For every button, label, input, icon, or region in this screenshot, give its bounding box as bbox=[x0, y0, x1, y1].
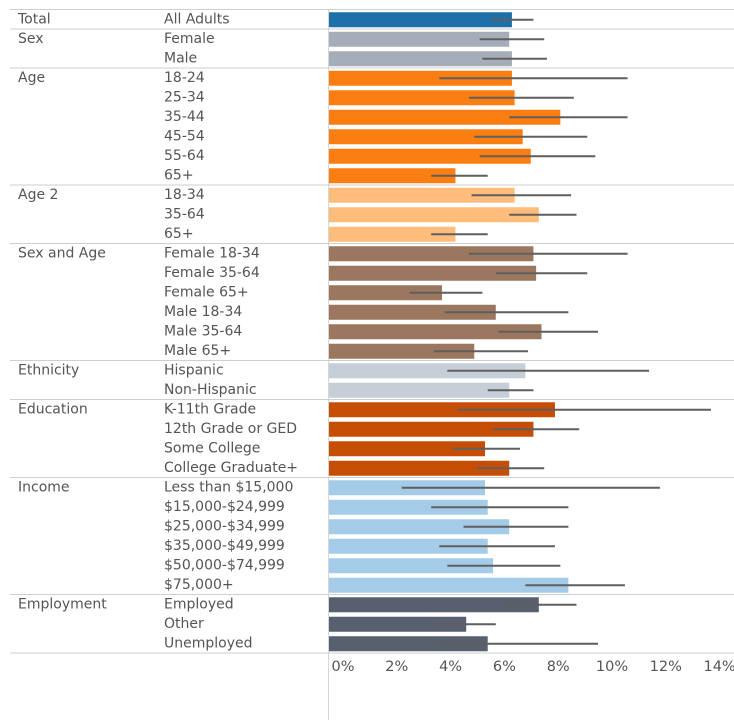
row-label: 35-64 bbox=[164, 207, 205, 223]
group-label: Age bbox=[18, 70, 45, 86]
row-label: $25,000-$34,999 bbox=[164, 519, 285, 535]
row-label: Some College bbox=[164, 441, 260, 457]
row-label: 45-54 bbox=[164, 129, 205, 145]
row-label: Male 65+ bbox=[164, 343, 231, 359]
x-tick-label: 8% bbox=[547, 659, 570, 675]
x-tick-label: 12% bbox=[650, 659, 682, 675]
row-label: All Adults bbox=[164, 12, 230, 28]
x-tick-label: 14% bbox=[703, 659, 734, 675]
group-label: Education bbox=[18, 402, 88, 418]
row-label: 55-64 bbox=[164, 148, 205, 164]
row-label: Non-Hispanic bbox=[164, 382, 257, 398]
row-label: Male bbox=[164, 51, 197, 67]
group-label: Employment bbox=[18, 597, 107, 613]
row-label: 18-24 bbox=[164, 70, 205, 86]
row-label: Employed bbox=[164, 597, 234, 613]
x-tick-label: 10% bbox=[596, 659, 628, 675]
row-label: $50,000-$74,999 bbox=[164, 558, 285, 574]
bar bbox=[329, 12, 512, 27]
row-label: 18-34 bbox=[164, 187, 205, 203]
row-label: 65+ bbox=[164, 168, 194, 184]
row-label: Female bbox=[164, 31, 215, 47]
group-label: Age 2 bbox=[18, 187, 58, 203]
row-label: $75,000+ bbox=[164, 577, 234, 593]
row-label: College Graduate+ bbox=[164, 460, 298, 476]
row-label: Female 35-64 bbox=[164, 265, 260, 281]
row-label: $35,000-$49,999 bbox=[164, 538, 285, 554]
row-label: K-11th Grade bbox=[164, 402, 256, 418]
row-label: Hispanic bbox=[164, 363, 224, 379]
x-tick-label: 4% bbox=[439, 659, 462, 675]
row-label: 12th Grade or GED bbox=[164, 421, 297, 437]
x-tick-label: 6% bbox=[493, 659, 516, 675]
x-tick-label: 0% bbox=[331, 659, 354, 675]
row-label: Unemployed bbox=[164, 636, 253, 652]
group-label: Sex and Age bbox=[18, 246, 106, 262]
x-tick-label: 2% bbox=[385, 659, 408, 675]
row-label: Female 18-34 bbox=[164, 246, 260, 262]
row-label: Male 18-34 bbox=[164, 304, 242, 320]
row-label: Female 65+ bbox=[164, 285, 249, 301]
row-label: 35-44 bbox=[164, 109, 205, 125]
group-label: Income bbox=[18, 480, 70, 496]
row-label: $15,000-$24,999 bbox=[164, 499, 285, 515]
group-label: Ethnicity bbox=[18, 363, 79, 379]
row-label: Other bbox=[164, 616, 204, 632]
row-label: 65+ bbox=[164, 226, 194, 242]
group-label: Sex bbox=[18, 31, 44, 47]
bar bbox=[329, 383, 509, 398]
group-label: Total bbox=[17, 12, 51, 28]
row-label: Male 35-64 bbox=[164, 324, 242, 340]
bar bbox=[329, 207, 539, 222]
row-label: 25-34 bbox=[164, 90, 205, 106]
row-label: Less than $15,000 bbox=[164, 480, 293, 496]
